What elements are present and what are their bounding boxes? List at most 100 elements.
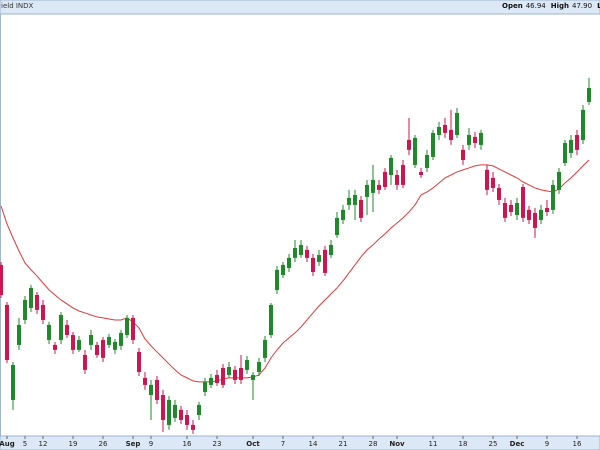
candle-body bbox=[431, 132, 435, 157]
candle-body bbox=[329, 244, 333, 255]
candle-body bbox=[239, 367, 243, 380]
chart-title: ield INDX bbox=[1, 2, 34, 10]
candle-body bbox=[323, 249, 327, 273]
x-tick-label: 14 bbox=[309, 440, 318, 448]
candle-body bbox=[167, 399, 171, 425]
x-tick-label: 9 bbox=[545, 440, 549, 448]
candle-body bbox=[575, 135, 579, 150]
x-tick-label: 12 bbox=[39, 440, 48, 448]
candle-body bbox=[161, 395, 165, 420]
candle-body bbox=[515, 203, 519, 215]
candle-body bbox=[29, 287, 33, 308]
candle-body bbox=[275, 269, 279, 291]
x-tick-label: Oct bbox=[246, 440, 260, 448]
candle-body bbox=[425, 155, 429, 168]
x-tick-label: 23 bbox=[213, 440, 222, 448]
candle-body bbox=[293, 247, 297, 258]
candle-body bbox=[155, 379, 159, 400]
candle-body bbox=[65, 324, 69, 335]
candle-body bbox=[563, 143, 567, 163]
candle-body bbox=[371, 179, 375, 193]
candle-body bbox=[467, 135, 471, 145]
x-tick-label: Nov bbox=[389, 440, 405, 448]
candle-body bbox=[395, 175, 399, 185]
candle-body bbox=[191, 424, 195, 430]
candle-body bbox=[149, 384, 153, 395]
candle-body bbox=[389, 157, 393, 175]
candle-body bbox=[305, 249, 309, 258]
candle-body bbox=[83, 355, 87, 370]
candle-body bbox=[17, 324, 21, 345]
x-tick-label: 18 bbox=[459, 440, 468, 448]
x-tick-label: 11 bbox=[429, 440, 438, 448]
candle-body bbox=[143, 377, 147, 385]
candle-body bbox=[587, 87, 591, 102]
candle-body bbox=[443, 124, 447, 133]
candle-body bbox=[455, 112, 459, 135]
x-tick-label: 21 bbox=[339, 440, 348, 448]
x-tick-label: Dec bbox=[510, 440, 525, 448]
candle-body bbox=[461, 149, 465, 160]
candle-body bbox=[245, 359, 249, 370]
candle-body bbox=[257, 362, 261, 372]
candle-body bbox=[0, 264, 3, 295]
candle-body bbox=[335, 217, 339, 235]
moving-average bbox=[0, 159, 590, 383]
readout-label: Low bbox=[597, 2, 600, 10]
x-tick-label: 26 bbox=[99, 440, 108, 448]
candle-body bbox=[473, 136, 477, 143]
readout-value: 47.90 bbox=[572, 2, 593, 10]
candle-body bbox=[263, 339, 267, 358]
candle-body bbox=[173, 404, 177, 418]
axis-bar bbox=[0, 435, 600, 450]
candle-body bbox=[41, 304, 45, 320]
candle-body bbox=[533, 212, 537, 228]
candle-body bbox=[269, 304, 273, 335]
candle-body bbox=[101, 339, 105, 358]
candle-body bbox=[317, 255, 321, 262]
candle-body bbox=[47, 324, 51, 340]
candle-body bbox=[377, 184, 381, 190]
header-bar bbox=[0, 0, 600, 15]
readout-value: 46.94 bbox=[525, 2, 546, 10]
candle-body bbox=[107, 336, 111, 345]
candle-body bbox=[179, 409, 183, 420]
candle-body bbox=[89, 335, 93, 345]
candle-body bbox=[407, 139, 411, 150]
candle-body bbox=[59, 315, 63, 340]
x-tick-label: 9 bbox=[149, 440, 153, 448]
candle-body bbox=[353, 195, 357, 205]
candle-body bbox=[11, 364, 15, 400]
x-tick-label: 19 bbox=[69, 440, 78, 448]
candle-body bbox=[227, 367, 231, 375]
candle-body bbox=[131, 317, 135, 340]
candle-body bbox=[5, 304, 9, 360]
candle-body bbox=[527, 209, 531, 220]
candle-body bbox=[203, 381, 207, 392]
candle-body bbox=[545, 207, 549, 212]
candle-body bbox=[401, 164, 405, 185]
candle-body bbox=[197, 404, 201, 415]
x-tick-label: 5 bbox=[23, 440, 27, 448]
candle-body bbox=[521, 187, 525, 218]
candle-body bbox=[125, 317, 129, 335]
candle-body bbox=[53, 344, 57, 350]
candle-body bbox=[557, 171, 561, 190]
candle-body bbox=[491, 177, 495, 188]
candle-body bbox=[509, 204, 513, 212]
candle-body bbox=[221, 367, 225, 385]
readout-label: Open bbox=[502, 2, 523, 10]
candle-body bbox=[365, 184, 369, 197]
candle-body bbox=[95, 344, 99, 355]
candle-body bbox=[569, 139, 573, 153]
candle-body bbox=[233, 369, 237, 380]
candle-body bbox=[251, 375, 255, 380]
x-tick-label: 25 bbox=[489, 440, 498, 448]
candle-body bbox=[413, 137, 417, 165]
x-tick-label: Sep bbox=[126, 440, 141, 448]
candle-body bbox=[113, 341, 117, 350]
candle-body bbox=[185, 415, 189, 425]
candle-body bbox=[551, 184, 555, 210]
